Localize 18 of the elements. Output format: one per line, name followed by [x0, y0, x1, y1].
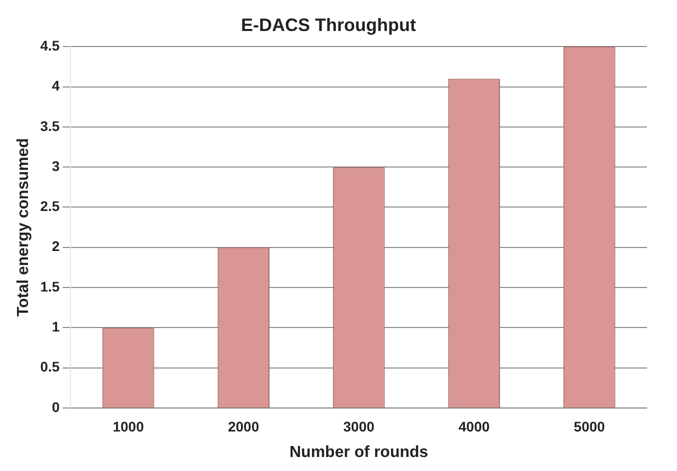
x-tick-label: 1000 [112, 418, 144, 434]
y-tick-label: 2 [52, 238, 60, 254]
x-tick-label: 3000 [343, 418, 375, 434]
y-tick-label: 2.5 [40, 198, 60, 214]
x-axis-title: Number of rounds [289, 444, 428, 461]
y-axis-title: Total energy consumed [15, 138, 32, 317]
x-tick-label: 2000 [228, 418, 260, 434]
y-tick-label: 0.5 [40, 358, 60, 375]
chart-title: E-DACS Throughput [241, 14, 416, 35]
y-tick-label: 4 [52, 78, 60, 94]
y-tick-label: 3.5 [40, 118, 60, 134]
y-tick-label: 0 [52, 398, 60, 415]
y-tick-label: 1 [52, 318, 60, 335]
y-tick-label: 3 [52, 158, 60, 174]
x-tick-label: 4000 [458, 418, 490, 434]
x-tick-label: 5000 [574, 418, 606, 434]
y-tick-label: 4.5 [40, 37, 60, 54]
y-tick-label: 1.5 [40, 278, 60, 294]
